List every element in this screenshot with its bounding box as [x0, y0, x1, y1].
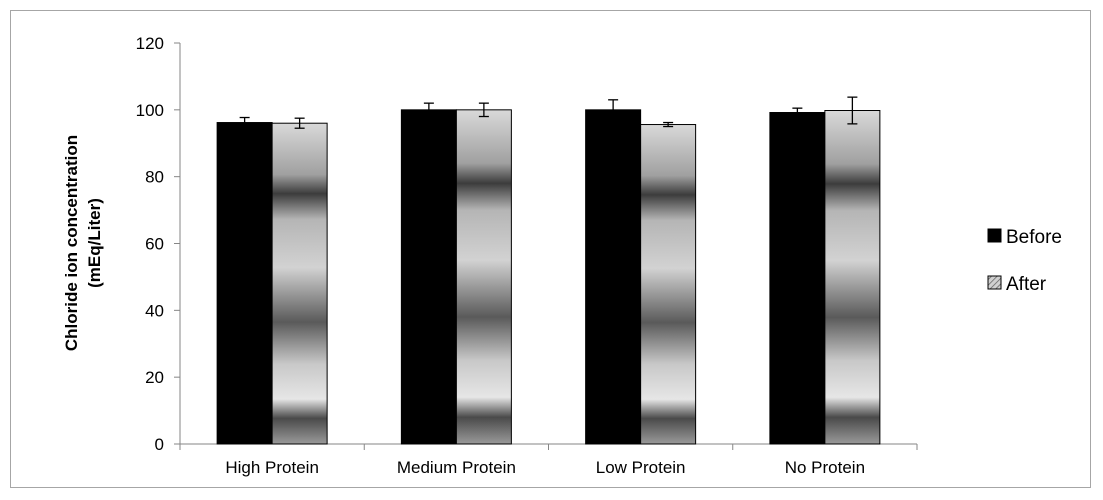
- bar-after-medium-protein: [455, 109, 512, 445]
- y-tick-label: 0: [155, 435, 164, 454]
- bar-before-no-protein: [769, 112, 826, 445]
- y-tick-label: 40: [145, 301, 164, 320]
- chart-frame: [10, 10, 1091, 488]
- x-tick-label: Low Protein: [596, 458, 686, 477]
- y-axis-label-line1: Chloride ion concentration: [62, 135, 81, 351]
- bar-after-low-protein: [640, 124, 697, 445]
- legend-swatch-before: [987, 228, 1002, 243]
- legend-label-after: After: [1006, 274, 1047, 295]
- x-tick-label: Medium Protein: [397, 458, 516, 477]
- error-bars: [239, 96, 858, 129]
- y-axis-label: Chloride ion concentration (mEq/Liter): [62, 135, 104, 351]
- y-axis-label-line2: (mEq/Liter): [85, 198, 104, 288]
- x-tick-label: High Protein: [225, 458, 319, 477]
- bar-after-high-protein: [271, 122, 328, 445]
- y-tick-label: 20: [145, 368, 164, 387]
- bar-before-medium-protein: [400, 109, 457, 445]
- y-ticks: 0 20 40 60 80 100 120: [136, 34, 180, 454]
- bar-before-high-protein: [216, 122, 273, 445]
- legend-swatch-after: [987, 275, 1002, 290]
- bar-after-no-protein: [824, 110, 881, 445]
- bars: [216, 109, 881, 445]
- bar-before-low-protein: [585, 109, 642, 445]
- x-ticks: High Protein Medium Protein Low Protein No …: [179, 444, 918, 477]
- y-tick-label: 80: [145, 168, 164, 187]
- legend-label-before: Before: [1006, 227, 1062, 248]
- y-tick-label: 120: [136, 34, 164, 53]
- legend: Before After: [987, 227, 1062, 295]
- x-tick-label: No Protein: [785, 458, 865, 477]
- y-tick-label: 100: [136, 101, 164, 120]
- y-tick-label: 60: [145, 235, 164, 254]
